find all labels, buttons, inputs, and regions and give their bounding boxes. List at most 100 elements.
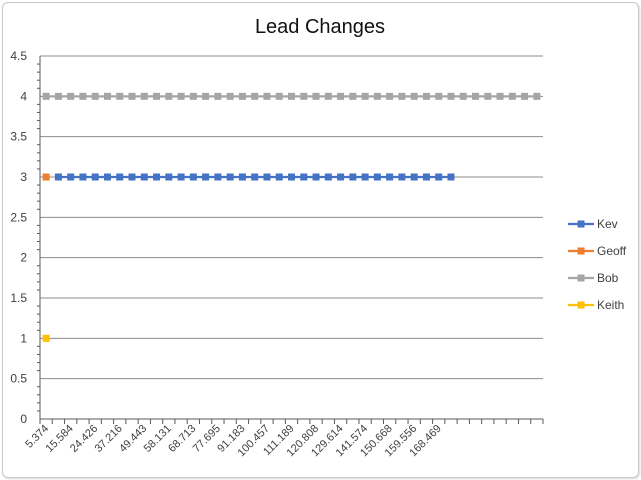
data-point-bob bbox=[410, 92, 418, 100]
x-axis-tick-labels: 5.37415.58424.42637.21649.44358.13168.71… bbox=[23, 423, 444, 460]
data-point-kev bbox=[386, 173, 394, 181]
data-point-kev bbox=[177, 173, 185, 181]
data-point-kev bbox=[103, 173, 111, 181]
data-point-bob bbox=[312, 92, 320, 100]
data-point-bob bbox=[300, 92, 308, 100]
data-point-kev bbox=[349, 173, 357, 181]
data-point-bob bbox=[202, 92, 210, 100]
data-point-bob bbox=[91, 92, 99, 100]
data-point-bob bbox=[459, 92, 467, 100]
data-point-kev bbox=[324, 173, 332, 181]
data-point-bob bbox=[337, 92, 345, 100]
data-point-kev bbox=[312, 173, 320, 181]
data-point-geoff bbox=[42, 173, 50, 181]
legend-marker-geoff bbox=[577, 247, 585, 255]
y-tick-label-3.5: 3.5 bbox=[10, 130, 27, 144]
data-point-bob bbox=[251, 92, 259, 100]
y-tick-label-0: 0 bbox=[20, 412, 27, 426]
data-point-kev bbox=[361, 173, 369, 181]
data-point-kev bbox=[337, 173, 345, 181]
data-point-kev bbox=[275, 173, 283, 181]
data-point-kev bbox=[202, 173, 210, 181]
axes bbox=[37, 56, 544, 424]
data-point-kev bbox=[251, 173, 259, 181]
y-tick-label-0.5: 0.5 bbox=[10, 372, 27, 386]
data-point-kev bbox=[189, 173, 197, 181]
data-point-bob bbox=[447, 92, 455, 100]
chart-title: Lead Changes bbox=[255, 16, 385, 38]
y-tick-label-2.5: 2.5 bbox=[10, 210, 27, 224]
data-point-kev bbox=[373, 173, 381, 181]
data-point-kev bbox=[140, 173, 148, 181]
data-point-bob bbox=[79, 92, 87, 100]
data-point-kev bbox=[116, 173, 124, 181]
data-point-bob bbox=[116, 92, 124, 100]
legend-marker-keith bbox=[577, 301, 585, 309]
legend-item-geoff: Geoff bbox=[568, 244, 627, 258]
legend-label-geoff: Geoff bbox=[597, 244, 627, 258]
data-point-bob bbox=[263, 92, 271, 100]
series-lines bbox=[42, 92, 541, 342]
data-point-kev bbox=[238, 173, 246, 181]
data-point-bob bbox=[435, 92, 443, 100]
data-point-bob bbox=[422, 92, 430, 100]
data-point-kev bbox=[54, 173, 62, 181]
data-point-kev bbox=[263, 173, 271, 181]
data-point-bob bbox=[238, 92, 246, 100]
legend: Kev Geoff Bob Keith bbox=[568, 217, 627, 312]
data-point-bob bbox=[189, 92, 197, 100]
data-point-kev bbox=[398, 173, 406, 181]
data-point-bob bbox=[67, 92, 75, 100]
legend-label-keith: Keith bbox=[597, 298, 624, 312]
data-point-bob bbox=[496, 92, 504, 100]
y-tick-label-3: 3 bbox=[20, 170, 27, 184]
y-tick-label-1: 1 bbox=[20, 331, 27, 345]
data-point-kev bbox=[447, 173, 455, 181]
series-geoff bbox=[42, 173, 50, 181]
legend-item-keith: Keith bbox=[568, 298, 624, 312]
gridlines bbox=[40, 55, 543, 380]
data-point-bob bbox=[521, 92, 529, 100]
legend-marker-bob bbox=[577, 274, 585, 282]
data-point-bob bbox=[361, 92, 369, 100]
data-point-kev bbox=[410, 173, 418, 181]
data-point-bob bbox=[533, 92, 541, 100]
legend-marker-kev bbox=[577, 220, 585, 228]
data-point-bob bbox=[288, 92, 295, 100]
series-kev bbox=[54, 173, 455, 181]
data-point-kev bbox=[91, 173, 99, 181]
data-point-kev bbox=[214, 173, 222, 181]
data-point-bob bbox=[324, 92, 332, 100]
data-point-kev bbox=[67, 173, 75, 181]
data-point-bob bbox=[398, 92, 406, 100]
data-point-kev bbox=[79, 173, 87, 181]
y-tick-label-2: 2 bbox=[20, 251, 27, 265]
data-point-kev bbox=[165, 173, 173, 181]
data-point-kev bbox=[422, 173, 430, 181]
data-point-bob bbox=[103, 92, 111, 100]
data-point-bob bbox=[54, 92, 62, 100]
data-point-bob bbox=[508, 92, 516, 100]
data-point-kev bbox=[300, 173, 308, 181]
data-point-bob bbox=[177, 92, 185, 100]
y-axis-tick-labels: 0 0.5 1 1.5 2 2.5 3 3.5 4 4.5 bbox=[10, 49, 27, 426]
data-point-bob bbox=[275, 92, 283, 100]
data-point-bob bbox=[373, 92, 381, 100]
data-point-bob bbox=[165, 92, 173, 100]
data-point-bob bbox=[153, 92, 161, 100]
data-point-bob bbox=[386, 92, 394, 100]
y-tick-label-1.5: 1.5 bbox=[10, 291, 27, 305]
data-point-kev bbox=[226, 173, 234, 181]
data-point-kev bbox=[153, 173, 161, 181]
data-point-kev bbox=[435, 173, 443, 181]
data-point-kev bbox=[288, 173, 295, 181]
data-point-bob bbox=[472, 92, 480, 100]
data-point-bob bbox=[226, 92, 234, 100]
data-point-keith bbox=[42, 334, 50, 342]
legend-item-kev: Kev bbox=[568, 217, 618, 231]
data-point-bob bbox=[349, 92, 357, 100]
data-point-bob bbox=[42, 92, 50, 100]
series-bob bbox=[42, 92, 541, 100]
